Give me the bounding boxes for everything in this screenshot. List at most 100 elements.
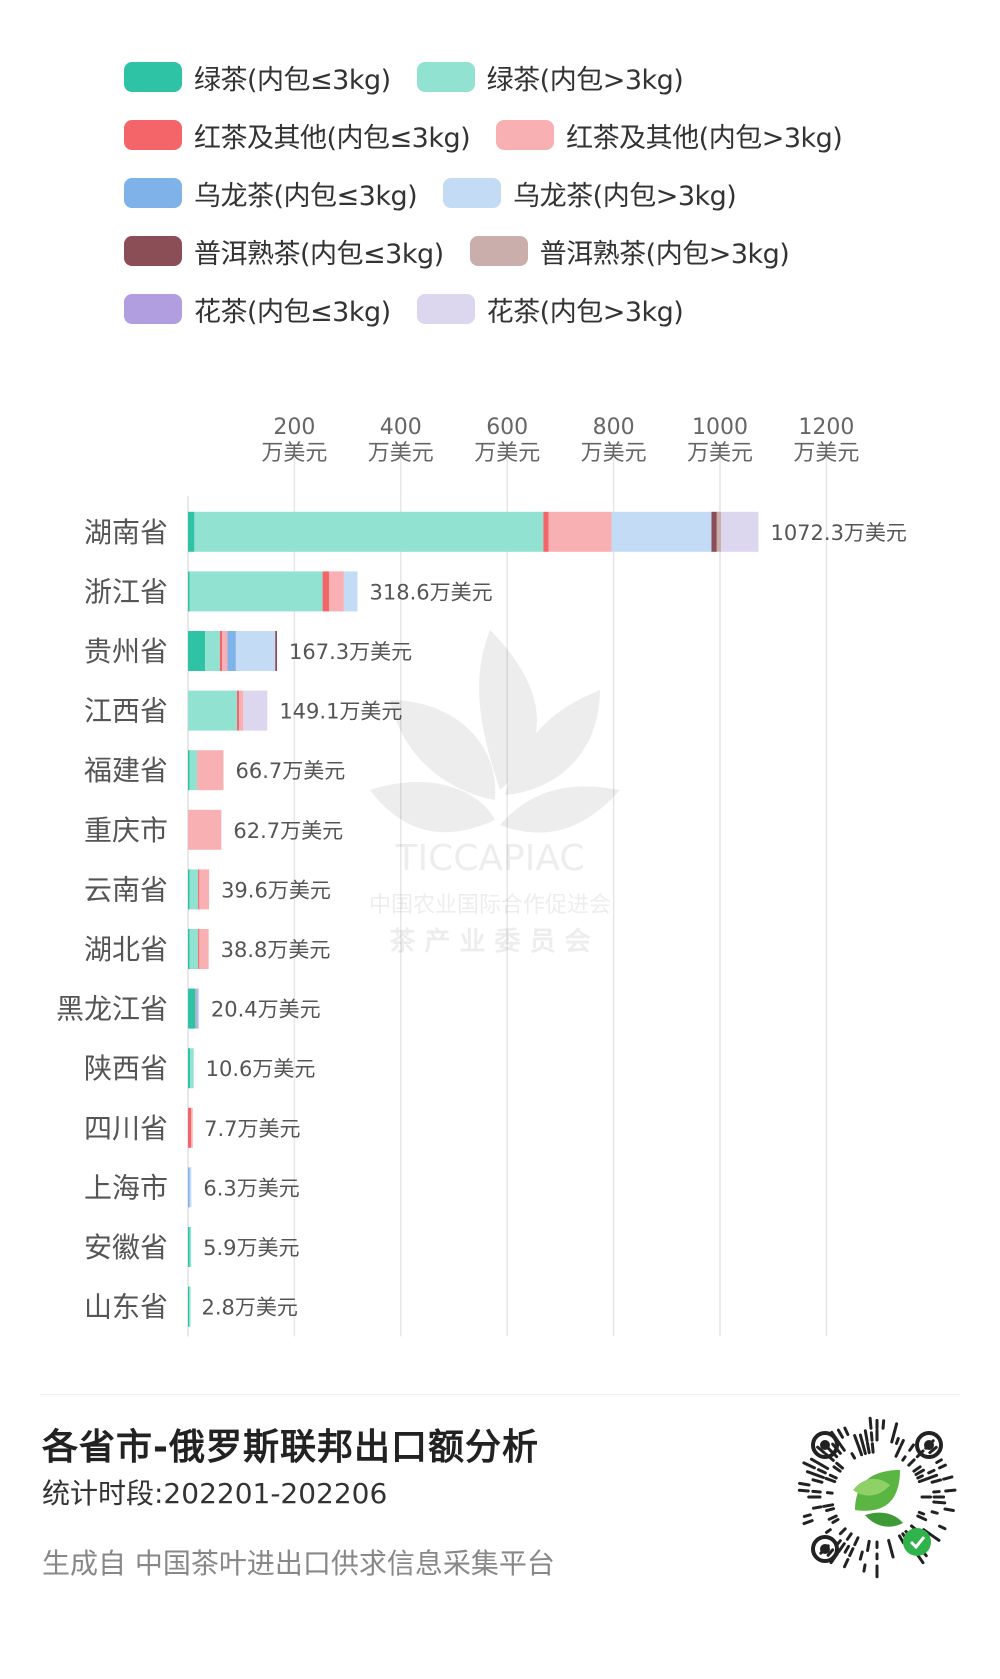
bar-segment[interactable] xyxy=(611,511,712,552)
bar-segment[interactable] xyxy=(189,571,323,612)
bar-segment[interactable] xyxy=(243,690,268,731)
legend-item[interactable]: 普洱熟茶(内包>3kg) xyxy=(469,232,790,271)
bar-segment[interactable] xyxy=(197,988,200,1029)
watermark-line2: 中国农业国际合作促进会 xyxy=(369,893,611,918)
bar-segment[interactable] xyxy=(222,631,228,671)
bar-segment[interactable] xyxy=(227,631,236,671)
bar-segment[interactable] xyxy=(711,511,717,552)
bar-segment[interactable] xyxy=(239,690,244,731)
bar-segment[interactable] xyxy=(275,631,278,671)
bar-segment[interactable] xyxy=(188,1227,190,1267)
legend-swatch xyxy=(443,178,502,208)
bar-segment[interactable] xyxy=(189,750,198,791)
bar-segment[interactable] xyxy=(188,988,196,1029)
legend-row: 普洱熟茶(内包≤3kg) 普洱熟茶(内包>3kg) xyxy=(124,222,984,280)
legend-label: 红茶及其他(内包≤3kg) xyxy=(194,122,471,154)
category-label: 浙江省 xyxy=(84,575,168,608)
data-label: 1072.3万美元 xyxy=(770,521,906,545)
bar-segment[interactable] xyxy=(190,1048,194,1089)
bar-segment[interactable] xyxy=(322,571,329,612)
legend-label: 花茶(内包>3kg) xyxy=(486,296,684,328)
category-label: 山东省 xyxy=(84,1291,168,1324)
legend-item[interactable]: 绿茶(内包>3kg) xyxy=(416,58,684,97)
bar-segment[interactable] xyxy=(189,929,199,969)
qr-code-icon[interactable] xyxy=(795,1415,960,1580)
legend-label: 普洱熟茶(内包>3kg) xyxy=(539,238,790,270)
bar-segment[interactable] xyxy=(716,511,722,552)
bar-segment[interactable] xyxy=(219,631,223,671)
bar-segment[interactable] xyxy=(198,869,200,910)
bar-segment[interactable] xyxy=(188,1167,190,1208)
legend-item[interactable]: 绿茶(内包≤3kg) xyxy=(124,58,391,97)
bar-segment[interactable] xyxy=(188,511,195,552)
data-label: 66.7万美元 xyxy=(235,759,345,783)
source-text: 生成自 中国茶叶进出口供求信息采集平台 xyxy=(42,1547,555,1580)
watermark-line3: 茶 产 业 委 员 会 xyxy=(389,927,590,957)
bar-segment[interactable] xyxy=(343,571,358,612)
x-tick-label: 万美元 xyxy=(581,441,647,466)
bar-segment[interactable] xyxy=(194,511,544,552)
bar-segment[interactable] xyxy=(721,511,759,552)
legend-item[interactable]: 乌龙茶(内包>3kg) xyxy=(443,174,737,213)
legend-label: 绿茶(内包>3kg) xyxy=(486,64,684,96)
bar-segment[interactable] xyxy=(548,511,612,552)
bar-segment[interactable] xyxy=(191,1107,193,1148)
category-label: 重庆市 xyxy=(84,814,168,847)
legend-item[interactable]: 红茶及其他(内包>3kg) xyxy=(496,116,843,155)
x-tick-label: 万美元 xyxy=(687,441,753,466)
chart-legend: 绿茶(内包≤3kg) 绿茶(内包>3kg) 红茶及其他(内包≤3kg) 红茶及其他(内… xyxy=(124,48,984,338)
legend-swatch xyxy=(496,120,555,150)
bar-segment[interactable] xyxy=(188,809,222,850)
legend-item[interactable]: 花茶(内包≤3kg) xyxy=(124,290,391,329)
bar-segment[interactable] xyxy=(199,929,209,969)
bar-segment[interactable] xyxy=(235,631,276,671)
legend-swatch xyxy=(124,294,182,324)
bar-segment[interactable] xyxy=(189,1167,192,1208)
legend-swatch xyxy=(124,178,182,208)
category-label: 四川省 xyxy=(84,1112,168,1145)
category-label: 江西省 xyxy=(84,695,168,728)
bar-segment[interactable] xyxy=(197,750,224,791)
legend-label: 乌龙茶(内包>3kg) xyxy=(513,180,737,212)
bar-segment[interactable] xyxy=(188,571,190,612)
footer-divider xyxy=(40,1394,960,1395)
bar-segment[interactable] xyxy=(198,929,200,969)
category-label: 安徽省 xyxy=(84,1231,168,1264)
bar-segment[interactable] xyxy=(543,511,549,552)
bar-segment[interactable] xyxy=(189,869,199,910)
bar-segment[interactable] xyxy=(188,1048,191,1089)
legend-row: 绿茶(内包≤3kg) 绿茶(内包>3kg) xyxy=(124,48,984,106)
legend-swatch xyxy=(124,236,182,266)
bar-segment[interactable] xyxy=(188,1107,192,1148)
data-label: 10.6万美元 xyxy=(206,1057,316,1081)
bar-segment[interactable] xyxy=(188,750,190,791)
data-label: 2.8万美元 xyxy=(201,1296,297,1320)
legend-row: 乌龙茶(内包≤3kg) 乌龙茶(内包>3kg) xyxy=(124,164,984,222)
x-tick-label: 800 xyxy=(593,415,635,440)
category-label: 湖北省 xyxy=(84,933,168,966)
bar-segment[interactable] xyxy=(188,631,206,671)
data-label: 6.3万美元 xyxy=(203,1176,299,1200)
bar-segment[interactable] xyxy=(236,690,240,731)
data-label: 20.4万美元 xyxy=(211,998,321,1022)
bar-segment[interactable] xyxy=(199,869,210,910)
bar-segment[interactable] xyxy=(189,1227,192,1267)
data-label: 167.3万美元 xyxy=(289,640,412,664)
legend-item[interactable]: 普洱熟茶(内包≤3kg) xyxy=(124,232,444,271)
bar-segment[interactable] xyxy=(205,631,220,671)
bar-segment[interactable] xyxy=(188,869,190,910)
bar-segment[interactable] xyxy=(188,1286,190,1327)
bar-segment[interactable] xyxy=(189,1286,191,1327)
legend-label: 普洱熟茶(内包≤3kg) xyxy=(194,238,444,270)
legend-item[interactable]: 花茶(内包>3kg) xyxy=(416,290,684,329)
bar-segment[interactable] xyxy=(328,571,344,612)
bar-segment[interactable] xyxy=(195,988,197,1029)
bar-segment[interactable] xyxy=(188,929,190,969)
bar-segment[interactable] xyxy=(196,988,199,1029)
x-tick-label: 1000 xyxy=(692,415,748,440)
legend-label: 乌龙茶(内包≤3kg) xyxy=(194,180,418,212)
legend-item[interactable]: 乌龙茶(内包≤3kg) xyxy=(124,174,418,213)
legend-item[interactable]: 红茶及其他(内包≤3kg) xyxy=(124,116,471,155)
bar-segment[interactable] xyxy=(188,690,237,731)
stacked-bar-chart: 200万美元400万美元600万美元800万美元1000万美元1200万美元湖南… xyxy=(56,415,907,1337)
